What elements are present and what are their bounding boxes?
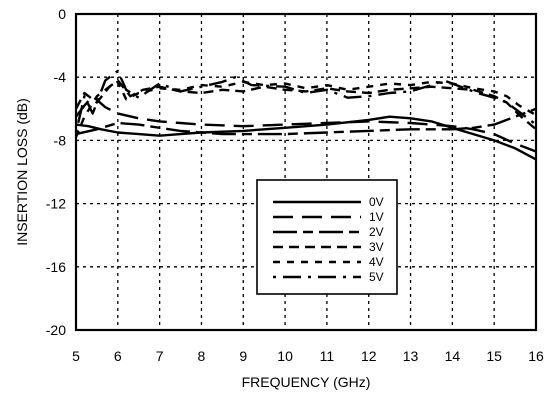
y-tick-label: -12 [46, 196, 66, 212]
x-tick-label: 16 [528, 348, 544, 364]
y-tick-label: -4 [54, 69, 67, 85]
x-tick-label: 13 [403, 348, 419, 364]
x-tick-label: 5 [72, 348, 80, 364]
x-tick-label: 12 [361, 348, 377, 364]
x-tick-label: 15 [486, 348, 502, 364]
x-tick-label: 14 [445, 348, 461, 364]
series-line-1V [75, 94, 537, 153]
series-line-3V [74, 79, 537, 131]
y-tick-label: -8 [54, 132, 67, 148]
series-lines [74, 69, 537, 161]
legend-label-1V: 1V [369, 210, 384, 224]
legend-label-3V: 3V [369, 240, 384, 254]
series-line-4V [74, 80, 537, 138]
legend-label-4V: 4V [369, 255, 384, 269]
y-tick-label: 0 [58, 6, 66, 22]
legend-label-0V: 0V [369, 195, 384, 209]
x-axis-tick-labels: 5 6 7 8 9 10 11 12 13 14 15 16 [72, 348, 544, 364]
x-tick-label: 7 [156, 348, 164, 364]
plot-frame [74, 12, 538, 332]
x-tick-label: 11 [320, 348, 335, 364]
x-tick-label: 9 [239, 348, 247, 364]
legend-label-2V: 2V [369, 225, 384, 239]
series-line-5V [74, 69, 537, 133]
x-tick-label: 10 [277, 348, 293, 364]
y-tick-label: -20 [46, 322, 66, 338]
y-tick-label: -16 [46, 259, 66, 275]
x-tick-label: 8 [198, 348, 206, 364]
series-line-2V [75, 107, 537, 136]
legend-label-5V: 5V [369, 270, 384, 284]
y-axis-title: INSERTION LOSS (dB) [14, 98, 30, 246]
legend-box [256, 179, 398, 295]
x-axis-title: FREQUENCY (GHz) [242, 374, 371, 390]
x-tick-label: 6 [114, 348, 122, 364]
y-axis-tick-labels: 0 -4 -8 -12 -16 -20 [46, 6, 66, 338]
series-line-0V [75, 115, 537, 161]
